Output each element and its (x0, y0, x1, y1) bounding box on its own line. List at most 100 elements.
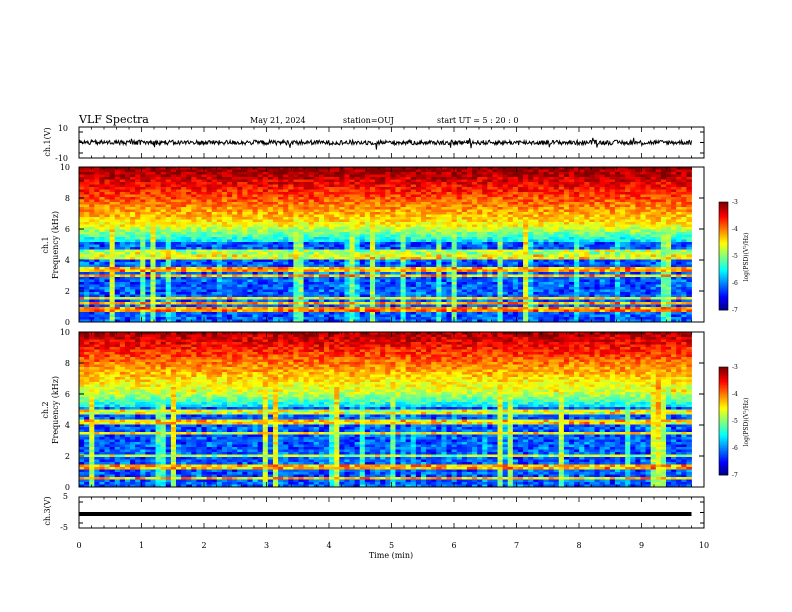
spectrogram-cell (502, 227, 509, 230)
spectrogram-cell (124, 267, 131, 270)
spectrogram-cell (380, 167, 386, 170)
spectrogram-cell (645, 239, 652, 243)
spectrogram-cell (635, 199, 641, 203)
spectrogram-cell (660, 267, 667, 270)
spectrogram-cell (257, 177, 264, 180)
spectrogram-cell (614, 217, 621, 220)
spectrogram-cell (84, 189, 90, 193)
spectrogram-cell (466, 189, 473, 193)
spectrogram-cell (671, 259, 677, 263)
spectrogram-cell (232, 242, 238, 245)
spectrogram-cell (191, 247, 197, 250)
spectrogram-cell (415, 227, 422, 230)
spectrogram-cell (533, 189, 539, 193)
spectrogram-cell (170, 267, 177, 270)
spectrogram-cell (242, 234, 248, 238)
spectrogram-cell (175, 219, 182, 223)
spectrogram-cell (650, 177, 657, 180)
spectrogram-cell (574, 227, 580, 230)
spectrogram-cell (436, 194, 442, 198)
spectrogram-cell (456, 229, 463, 233)
spectrogram-cell (369, 234, 376, 238)
spectrogram-cell (272, 172, 279, 175)
spectrogram-cell (308, 259, 315, 263)
spectrogram-cell (574, 257, 580, 260)
spectrogram-cell (94, 249, 100, 253)
spectrogram-cell (441, 222, 447, 225)
spectrogram-cell (620, 179, 626, 183)
spectrogram-cell (160, 187, 167, 190)
spectrogram-cell (318, 179, 325, 183)
spectrogram-cell (84, 264, 90, 268)
spectrogram-cell (604, 192, 611, 195)
spectrogram-cell (446, 257, 452, 260)
spectrogram-cell (558, 247, 565, 250)
spectrogram-cell (181, 212, 187, 215)
spectrogram-cell (655, 207, 662, 210)
spectrogram-cell (247, 222, 253, 225)
spectrogram-cell (130, 199, 136, 203)
spectrogram-cell (415, 187, 422, 190)
spectrogram-cell (232, 207, 238, 210)
spectrogram-cell (523, 194, 529, 198)
spectrogram-cell (579, 222, 585, 225)
spectrogram-cell (477, 192, 483, 195)
spectrogram-cell (99, 214, 105, 218)
spectrogram-cell (645, 187, 652, 190)
spectrogram-cell (609, 169, 616, 173)
spectrogram-cell (318, 182, 325, 185)
spectrogram-cell (191, 224, 197, 228)
spectrogram-cell (650, 207, 657, 210)
spectrogram-cell (267, 254, 274, 258)
spectrogram-cell (665, 177, 672, 180)
spectrogram-cell (553, 229, 560, 233)
spectrogram-cell (482, 237, 488, 240)
spectrogram-cell (135, 229, 141, 233)
spectrogram-cell (349, 242, 356, 245)
spectrogram-cell (630, 187, 636, 190)
spectrogram-cell (79, 199, 85, 203)
spectrogram-cell (349, 184, 356, 188)
spectrogram-cell (614, 252, 621, 255)
spectrogram-cell (405, 252, 412, 255)
spectrogram-cell (99, 247, 105, 250)
spectrogram-cell (201, 217, 207, 220)
spectrogram-cell (257, 219, 264, 223)
spectrogram-cell (385, 202, 391, 205)
spectrogram-cell (308, 184, 315, 188)
spectrogram-cell (293, 219, 299, 223)
spectrogram-cell (119, 249, 126, 253)
spectrogram-cell (482, 224, 488, 228)
spectrogram-cell (441, 169, 447, 173)
spectrogram-cell (339, 242, 345, 245)
spectrogram-cell (359, 252, 366, 255)
spectrogram-cell (227, 199, 233, 203)
spectrogram-cell (237, 264, 243, 268)
spectrogram-cell (359, 179, 366, 183)
spectrogram-cell (660, 192, 667, 195)
spectrogram-cell (119, 197, 126, 200)
spectrogram-cell (538, 177, 544, 180)
spectrogram-cell (466, 237, 473, 240)
spectrogram-cell (206, 204, 213, 208)
spectrogram-cell (385, 219, 391, 223)
spectrogram-cell (221, 167, 228, 170)
spectrogram-cell (420, 227, 427, 230)
spectrogram-cell (221, 244, 228, 248)
spectrogram-cell (558, 202, 565, 205)
spectrogram-cell (410, 199, 417, 203)
spectrogram-cell (313, 199, 320, 203)
spectrogram-cell (89, 209, 95, 213)
spectrogram-cell (354, 199, 361, 203)
spectrogram-cell (512, 227, 519, 230)
spectrogram-cell (293, 187, 299, 190)
spectrogram-cell (681, 252, 687, 255)
spectrogram-cell (507, 257, 514, 260)
spectrogram-cell (267, 187, 274, 190)
spectrogram-cell (354, 217, 361, 220)
spectrogram-cell (395, 227, 401, 230)
spectrogram-cell (405, 167, 412, 170)
spectrogram-cell (114, 239, 121, 243)
spectrogram-cell (140, 187, 146, 190)
spectrogram-cell (278, 209, 284, 213)
